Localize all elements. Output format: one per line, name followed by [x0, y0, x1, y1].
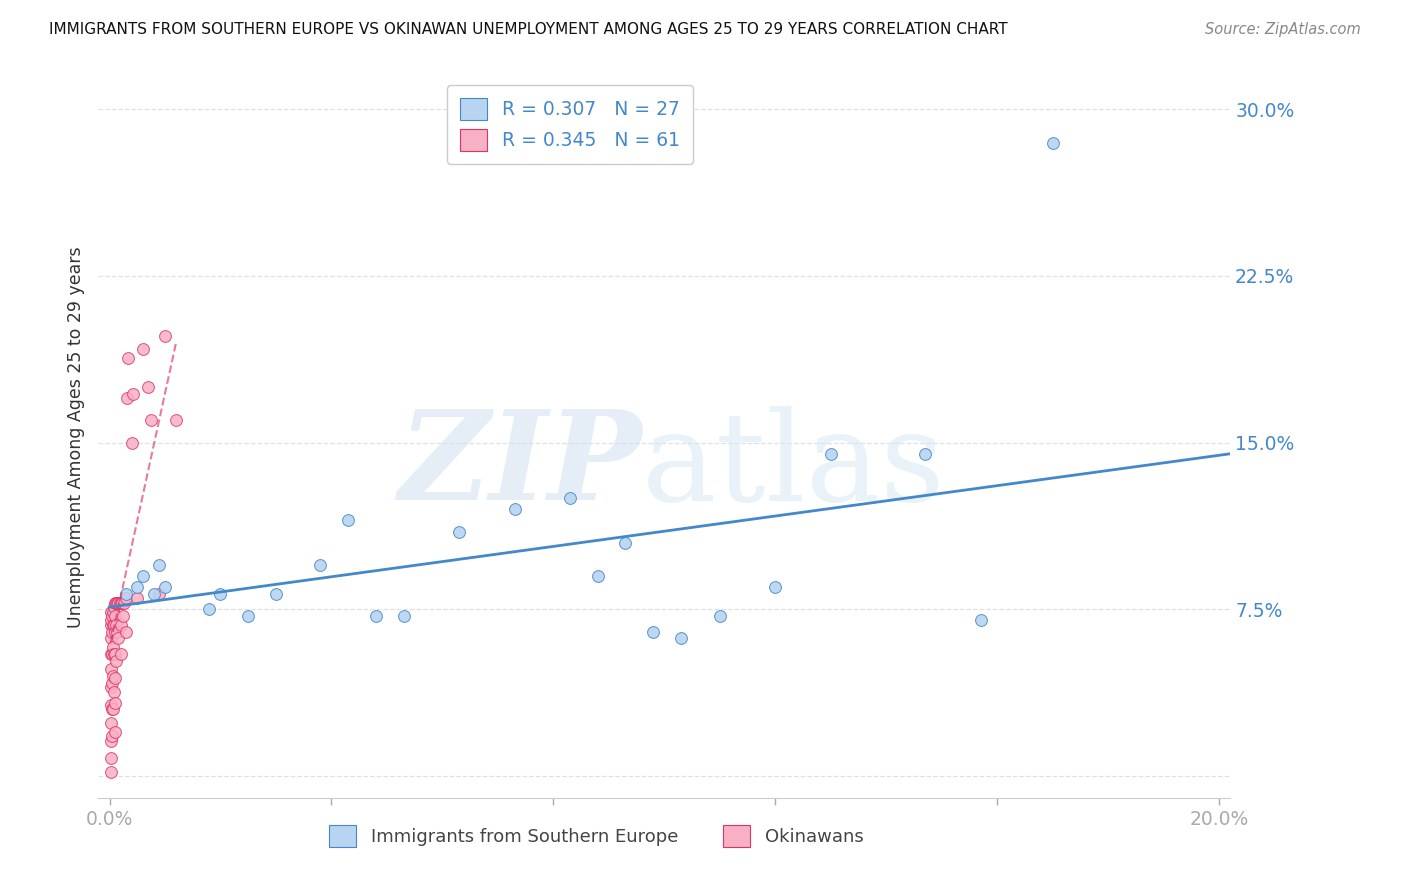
Point [165, 413, 187, 427]
Point [264, 587, 287, 601]
Point [101, 618, 124, 632]
Point [614, 535, 637, 549]
Point [148, 587, 170, 601]
Point [238, 609, 260, 624]
Point [100, 733, 122, 747]
Point [104, 647, 127, 661]
Point [105, 596, 128, 610]
Point [132, 343, 155, 357]
Point [121, 386, 143, 401]
Point [110, 647, 132, 661]
Point [117, 351, 139, 366]
Point [121, 435, 143, 450]
Point [101, 702, 124, 716]
Point [127, 580, 149, 594]
Point [100, 729, 122, 743]
Point [100, 675, 122, 690]
Point [103, 647, 125, 661]
Point [100, 647, 122, 661]
Point [148, 558, 170, 572]
Point [138, 380, 160, 394]
Point [503, 502, 526, 516]
Legend: Immigrants from Southern Europe, Okinawans: Immigrants from Southern Europe, Okinawa… [322, 818, 870, 855]
Point [103, 684, 125, 698]
Point [100, 647, 122, 661]
Point [115, 624, 138, 639]
Point [100, 605, 122, 619]
Point [820, 447, 842, 461]
Point [100, 662, 122, 676]
Text: Source: ZipAtlas.com: Source: ZipAtlas.com [1205, 22, 1361, 37]
Point [104, 624, 127, 639]
Point [669, 632, 692, 646]
Point [100, 680, 122, 694]
Point [104, 671, 127, 685]
Point [100, 618, 122, 632]
Point [969, 614, 991, 628]
Point [153, 329, 176, 343]
Point [103, 600, 125, 615]
Point [100, 632, 122, 646]
Point [112, 596, 135, 610]
Point [108, 596, 131, 610]
Point [104, 724, 127, 739]
Point [142, 587, 165, 601]
Point [392, 609, 415, 624]
Point [105, 653, 128, 667]
Point [914, 447, 936, 461]
Point [643, 624, 665, 639]
Text: IMMIGRANTS FROM SOUTHERN EUROPE VS OKINAWAN UNEMPLOYMENT AMONG AGES 25 TO 29 YEA: IMMIGRANTS FROM SOUTHERN EUROPE VS OKINA… [49, 22, 1008, 37]
Point [104, 596, 127, 610]
Point [104, 696, 127, 710]
Point [100, 702, 122, 716]
Point [100, 751, 122, 765]
Point [105, 618, 128, 632]
Point [103, 618, 125, 632]
Point [100, 609, 122, 624]
Point [110, 596, 132, 610]
Point [209, 587, 232, 601]
Point [127, 591, 149, 606]
Point [763, 580, 786, 594]
Point [100, 624, 122, 639]
Point [364, 609, 387, 624]
Point [101, 605, 124, 619]
Point [198, 602, 221, 616]
Point [110, 618, 132, 632]
Point [100, 715, 122, 730]
Point [309, 558, 332, 572]
Point [139, 413, 162, 427]
Point [115, 587, 138, 601]
Point [107, 596, 129, 610]
Point [117, 391, 139, 405]
Point [1042, 136, 1064, 150]
Point [586, 569, 609, 583]
Point [105, 596, 128, 610]
Point [132, 569, 155, 583]
Point [107, 632, 129, 646]
Point [115, 591, 138, 606]
Point [104, 609, 127, 624]
Point [111, 596, 134, 610]
Point [153, 580, 176, 594]
Point [558, 491, 581, 506]
Point [101, 669, 124, 683]
Point [709, 609, 731, 624]
Point [337, 513, 360, 527]
Point [111, 609, 134, 624]
Text: ZIP: ZIP [398, 405, 641, 527]
Y-axis label: Unemployment Among Ages 25 to 29 years: Unemployment Among Ages 25 to 29 years [66, 246, 84, 628]
Point [447, 524, 470, 539]
Point [100, 698, 122, 712]
Point [100, 764, 122, 779]
Point [105, 624, 128, 639]
Text: atlas: atlas [641, 406, 945, 526]
Point [100, 614, 122, 628]
Point [101, 640, 124, 655]
